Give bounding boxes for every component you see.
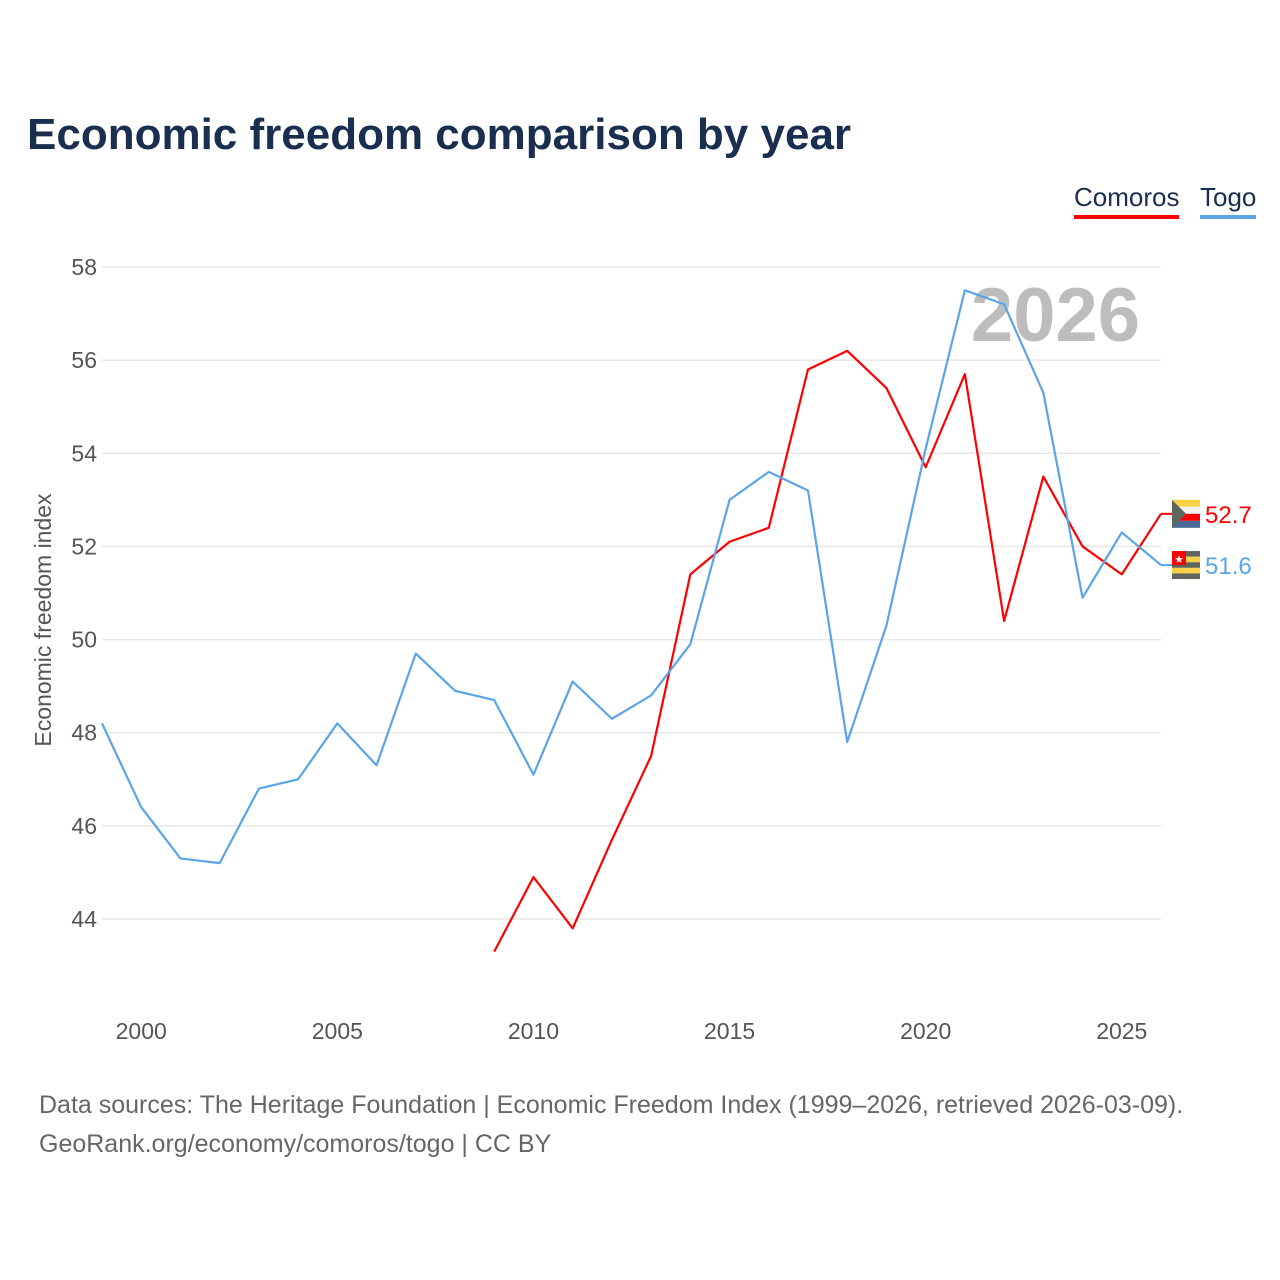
y-tick-label: 46 xyxy=(71,813,97,839)
flag-stripe xyxy=(1172,499,1200,507)
y-axis-label: Economic freedom index xyxy=(30,493,56,747)
series-line-togo xyxy=(101,289,1162,865)
legend-togo[interactable]: Togo xyxy=(1200,182,1257,219)
x-tick-label: 2025 xyxy=(1096,1018,1147,1044)
flag-star: ★ xyxy=(1174,554,1184,566)
end-value-label: 52.7 xyxy=(1205,502,1252,529)
y-tick-label: 44 xyxy=(71,906,97,932)
x-tick-label: 2015 xyxy=(704,1018,755,1044)
y-tick-label: 58 xyxy=(71,254,97,280)
footer-sources: Data sources: The Heritage Foundation | … xyxy=(39,1091,1184,1119)
series-line-comoros xyxy=(493,349,1162,953)
end-value-label: 51.6 xyxy=(1205,553,1252,580)
chart-title: Economic freedom comparison by year xyxy=(27,110,852,159)
x-tick-label: 2020 xyxy=(900,1018,951,1044)
x-tick-label: 2005 xyxy=(312,1018,363,1044)
footer: Data sources: The Heritage Foundation | … xyxy=(39,1086,1183,1164)
x-tick-label: 2010 xyxy=(508,1018,559,1044)
flag-stripe xyxy=(1172,567,1200,574)
legend-comoros[interactable]: Comoros xyxy=(1074,182,1180,219)
x-tick-label: 2000 xyxy=(116,1018,167,1044)
flag-stripe xyxy=(1172,506,1200,514)
flag-stripe xyxy=(1172,520,1200,528)
flag-stripe xyxy=(1172,573,1200,580)
year-watermark: 2026 xyxy=(971,273,1140,358)
footer-link[interactable]: GeoRank.org/economy/comoros/togo | CC BY xyxy=(39,1130,552,1158)
y-tick-label: 50 xyxy=(71,627,97,653)
togo-flag-icon: ★ xyxy=(1172,551,1200,580)
y-tick-label: 56 xyxy=(71,347,97,373)
flag-canton xyxy=(1172,551,1186,566)
flag-triangle xyxy=(1172,499,1186,528)
comoros-flag-icon xyxy=(1172,499,1200,528)
y-tick-label: 48 xyxy=(71,720,97,746)
flag-stripe xyxy=(1172,513,1200,521)
y-tick-label: 54 xyxy=(71,440,97,466)
y-tick-label: 52 xyxy=(71,533,97,559)
